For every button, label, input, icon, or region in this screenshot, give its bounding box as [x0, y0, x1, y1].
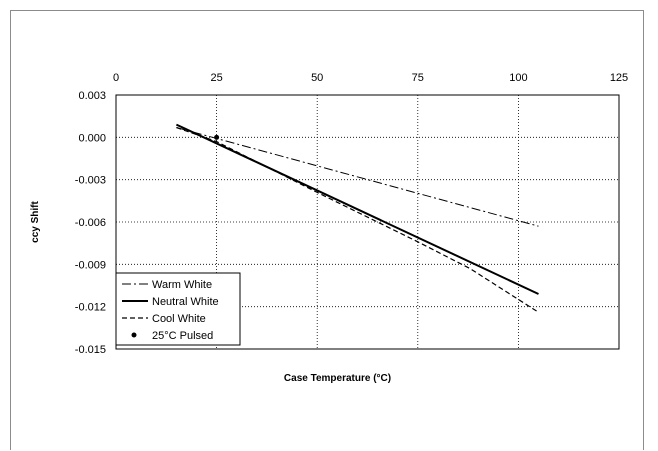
x-tick-label: 25	[210, 72, 222, 84]
x-tick-label: 0	[113, 72, 119, 84]
warm-white-line	[176, 127, 539, 227]
x-tick-label: 125	[610, 72, 628, 84]
y-tick-labels: 0.003 0.000 -0.003 -0.006 -0.009 -0.012 -0.015	[75, 90, 106, 356]
legend-label-25-c-pulsed: 25°C Pulsed	[152, 330, 213, 342]
legend-swatch-25-c-pulsed	[131, 332, 137, 338]
chart: 0 25 50 75 100 125 0.003 0.000 -0.003 -0.006 -0.0…	[30, 72, 628, 384]
y-tick-label: -0.015	[75, 344, 106, 356]
y-tick-label: -0.009	[75, 259, 106, 271]
y-tick-label: 0.003	[78, 90, 106, 102]
y-tick-label: 0.000	[78, 132, 106, 144]
legend: Warm White Neutral White Cool White 25°C Pu…	[115, 272, 241, 346]
legend-label-neutral-white: Neutral White	[152, 296, 219, 308]
25-c-pulsed-point	[214, 134, 220, 140]
legend-box	[115, 272, 241, 346]
x-tick-labels: 0 25 50 75 100 125	[113, 72, 628, 84]
legend-label-cool-white: Cool White	[152, 313, 206, 325]
x-axis-title: Case Temperature (°C)	[284, 373, 391, 384]
y-tick-label: -0.012	[75, 302, 106, 314]
x-tick-label: 75	[412, 72, 424, 84]
cool-white-line	[176, 126, 539, 313]
y-tick-label: -0.006	[75, 217, 106, 229]
chart-frame: 0 25 50 75 100 125 0.003 0.000 -0.003 -0.006 -0.0…	[10, 10, 644, 450]
x-tick-label: 50	[311, 72, 323, 84]
series-lines	[175, 123, 539, 313]
legend-label-warm-white: Warm White	[152, 279, 212, 291]
y-tick-label: -0.003	[75, 175, 106, 187]
x-tick-label: 100	[509, 72, 527, 84]
plot-area	[115, 94, 620, 350]
y-axis-title: ccy Shift	[30, 200, 41, 242]
neutral-white-line	[175, 123, 539, 295]
